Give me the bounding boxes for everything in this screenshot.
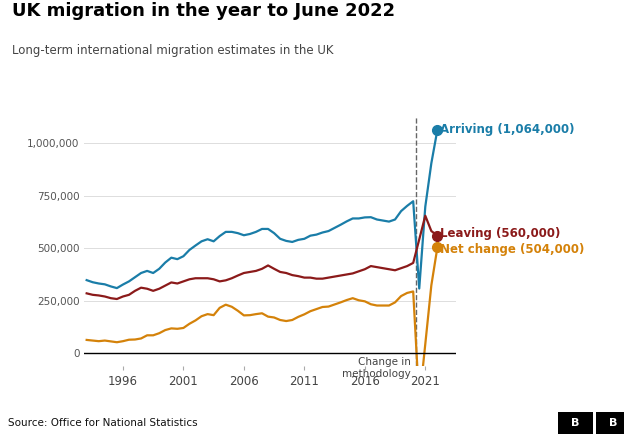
Text: B: B [609,418,617,428]
Text: UK migration in the year to June 2022: UK migration in the year to June 2022 [12,2,396,20]
FancyBboxPatch shape [558,412,593,434]
Text: Arriving (1,064,000): Arriving (1,064,000) [441,124,575,136]
Text: Change in
methodology: Change in methodology [342,357,411,379]
Text: Long-term international migration estimates in the UK: Long-term international migration estima… [12,44,334,57]
Text: Source: Office for National Statistics: Source: Office for National Statistics [8,418,198,428]
Text: B: B [572,418,580,428]
Text: Net change (504,000): Net change (504,000) [441,243,585,256]
Text: Leaving (560,000): Leaving (560,000) [441,227,561,240]
FancyBboxPatch shape [596,412,624,434]
